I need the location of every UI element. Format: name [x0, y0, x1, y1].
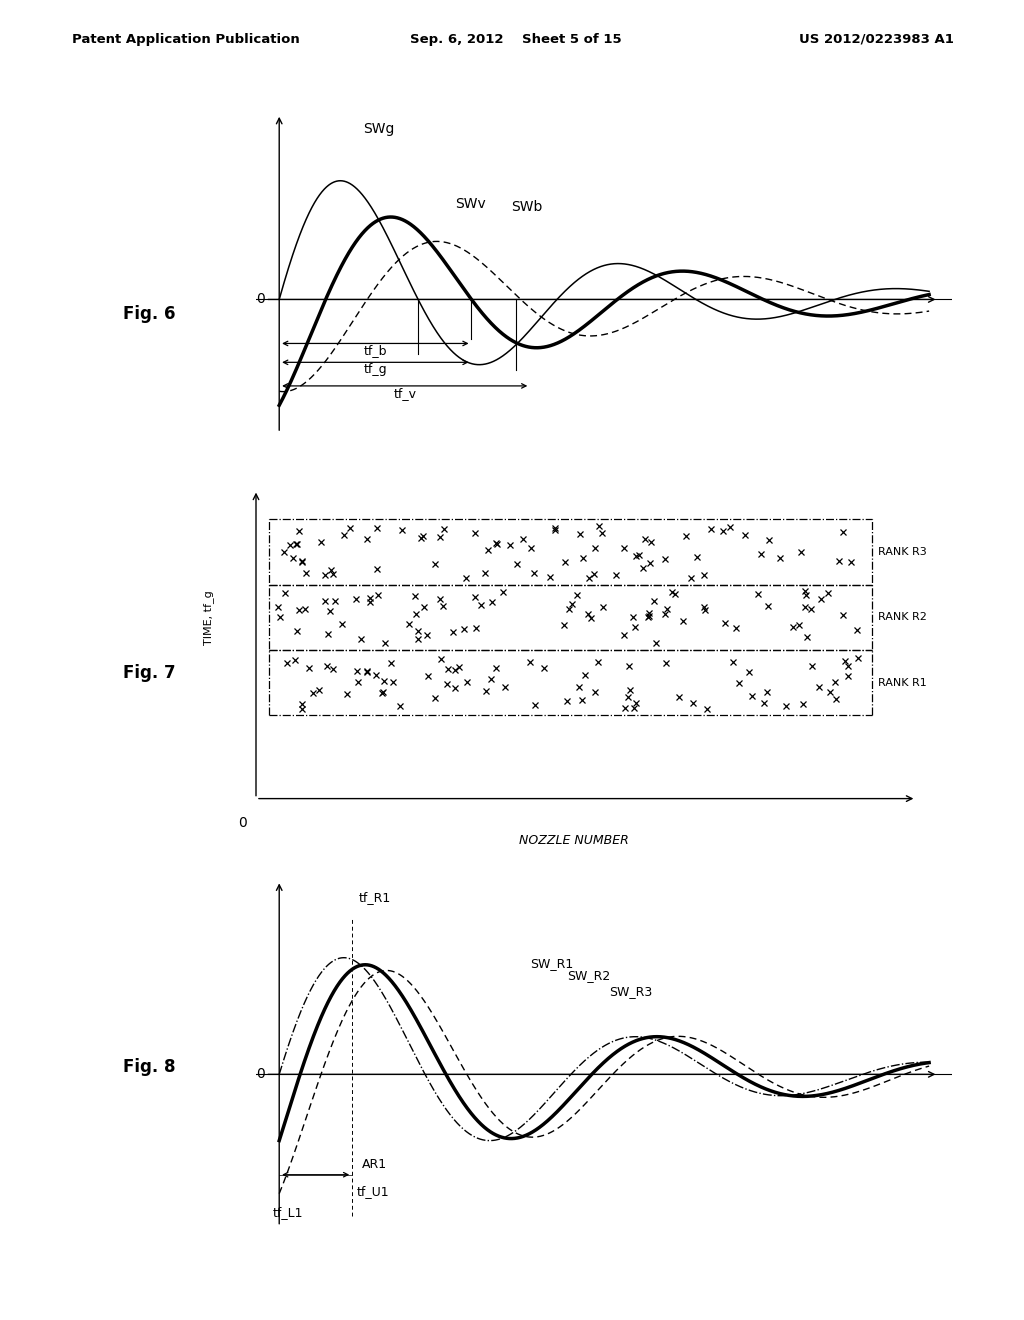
- Text: Patent Application Publication: Patent Application Publication: [72, 33, 299, 46]
- Text: 0: 0: [257, 293, 265, 306]
- Text: Fig. 6: Fig. 6: [123, 305, 175, 323]
- Text: RANK R2: RANK R2: [879, 612, 927, 623]
- Text: SWv: SWv: [456, 197, 486, 211]
- Text: SW_R1: SW_R1: [529, 957, 573, 970]
- Text: tf_v: tf_v: [393, 387, 416, 400]
- Text: 0: 0: [238, 816, 247, 830]
- Text: US 2012/0223983 A1: US 2012/0223983 A1: [799, 33, 953, 46]
- Text: RANK R3: RANK R3: [879, 546, 927, 557]
- Text: tf_R1: tf_R1: [359, 891, 391, 904]
- Text: SWg: SWg: [362, 121, 394, 136]
- Text: Sep. 6, 2012    Sheet 5 of 15: Sep. 6, 2012 Sheet 5 of 15: [410, 33, 622, 46]
- Text: RANK R1: RANK R1: [879, 677, 927, 688]
- Text: Fig. 7: Fig. 7: [123, 664, 175, 682]
- Text: Fig. 8: Fig. 8: [123, 1057, 175, 1076]
- Text: AR1: AR1: [361, 1158, 386, 1171]
- Text: SW_R3: SW_R3: [609, 985, 652, 998]
- Text: tf_b: tf_b: [364, 345, 387, 358]
- Text: TIME, tf_g: TIME, tf_g: [203, 590, 214, 644]
- Text: SW_R2: SW_R2: [567, 969, 610, 982]
- Text: tf_g: tf_g: [364, 363, 387, 376]
- Text: 0: 0: [257, 1068, 265, 1081]
- Text: SWb: SWb: [511, 201, 543, 214]
- Text: tf_L1: tf_L1: [272, 1206, 303, 1220]
- Text: tf_U1: tf_U1: [356, 1185, 389, 1199]
- Text: NOZZLE NUMBER: NOZZLE NUMBER: [518, 834, 629, 846]
